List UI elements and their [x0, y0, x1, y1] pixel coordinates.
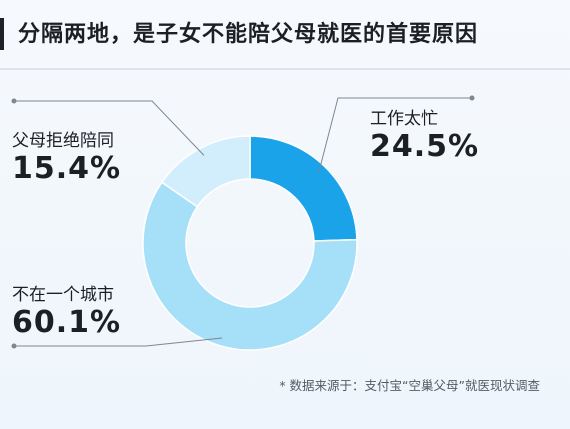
donut-slice-2 — [160, 135, 251, 208]
title-bar: 分隔两地，是子女不能陪父母就医的首要原因 — [0, 0, 570, 70]
donut-slice-0 — [249, 135, 358, 242]
slice-label-value: 60.1% — [12, 305, 122, 340]
leader-line-2 — [14, 100, 205, 156]
label-work-busy: 工作太忙 24.5% — [370, 104, 479, 164]
slice-label-value: 15.4% — [12, 151, 122, 186]
label-parents-refuse: 父母拒绝陪同 15.4% — [12, 126, 121, 186]
chart-title: 分隔两地，是子女不能陪父母就医的首要原因 — [18, 22, 479, 47]
donut-slice-1 — [142, 181, 358, 351]
slice-label-name: 不在一个城市 — [12, 285, 114, 305]
leader-line-1 — [14, 337, 223, 347]
donut-slices — [142, 135, 358, 351]
leader-lines — [11, 95, 475, 349]
leader-dot-1 — [11, 343, 17, 349]
data-source-note: * 数据来源于：支付宝“空巢父母”就医现状调查 — [279, 378, 540, 393]
leader-dot-0 — [469, 95, 475, 101]
slice-label-value: 24.5% — [370, 129, 480, 164]
slice-label-name: 父母拒绝陪同 — [12, 131, 114, 151]
leader-dot-2 — [11, 98, 17, 104]
slice-label-name: 工作太忙 — [370, 109, 438, 129]
leader-line-0 — [318, 97, 472, 173]
title-accent-bar — [0, 18, 4, 50]
label-different-city: 不在一个城市 60.1% — [12, 280, 121, 340]
